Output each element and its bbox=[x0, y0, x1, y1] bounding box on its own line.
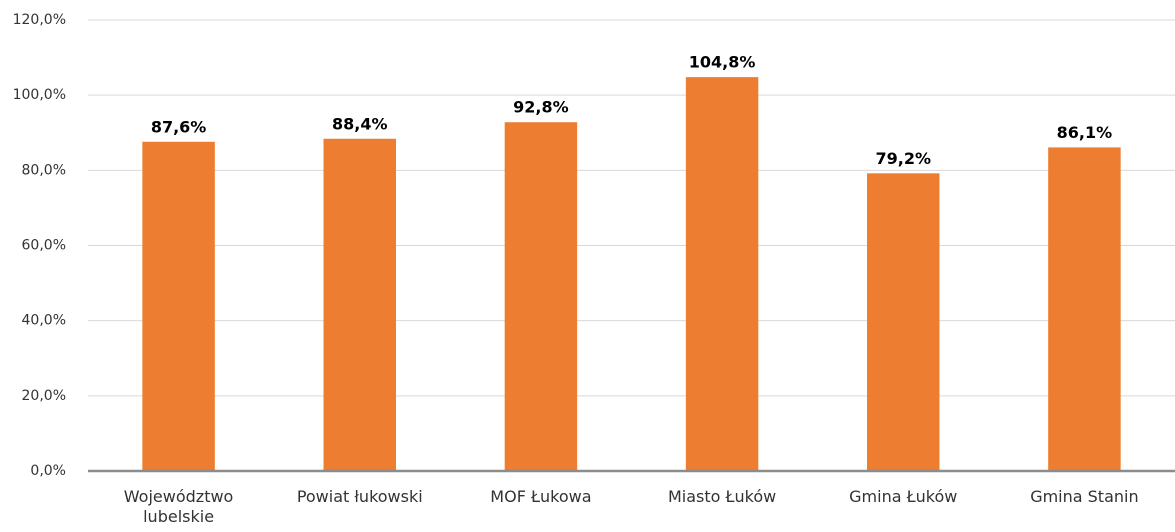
y-tick-label: 40,0% bbox=[22, 313, 66, 329]
data-label: 92,8% bbox=[513, 98, 569, 117]
bar bbox=[142, 141, 215, 471]
data-label: 104,8% bbox=[689, 53, 756, 72]
bar bbox=[685, 77, 759, 472]
x-tick-label: Miasto Łuków bbox=[667, 487, 777, 506]
x-tick-label: Gmina Łuków bbox=[849, 487, 958, 506]
x-tick-label: Gmina Stanin bbox=[1030, 487, 1139, 506]
y-tick-label: 20,0% bbox=[22, 388, 66, 404]
data-label: 86,1% bbox=[1057, 123, 1113, 142]
y-tick-label: 100,0% bbox=[13, 87, 66, 103]
bar bbox=[1048, 147, 1121, 471]
y-tick-label: 60,0% bbox=[22, 238, 66, 254]
data-label: 87,6% bbox=[151, 117, 207, 136]
y-tick-label: 120,0% bbox=[13, 12, 66, 28]
data-label: 79,2% bbox=[875, 149, 931, 168]
data-label: 88,4% bbox=[332, 114, 388, 133]
x-tick-label: MOF Łukowa bbox=[490, 487, 592, 506]
x-tick-label: Województwo lubelskie bbox=[123, 487, 234, 526]
x-tick-label: Powiat łukowski bbox=[296, 487, 423, 506]
bar bbox=[867, 173, 940, 471]
bar bbox=[323, 138, 396, 471]
y-tick-label: 0,0% bbox=[30, 463, 66, 479]
bar bbox=[504, 122, 578, 471]
y-tick-label: 80,0% bbox=[22, 162, 66, 178]
